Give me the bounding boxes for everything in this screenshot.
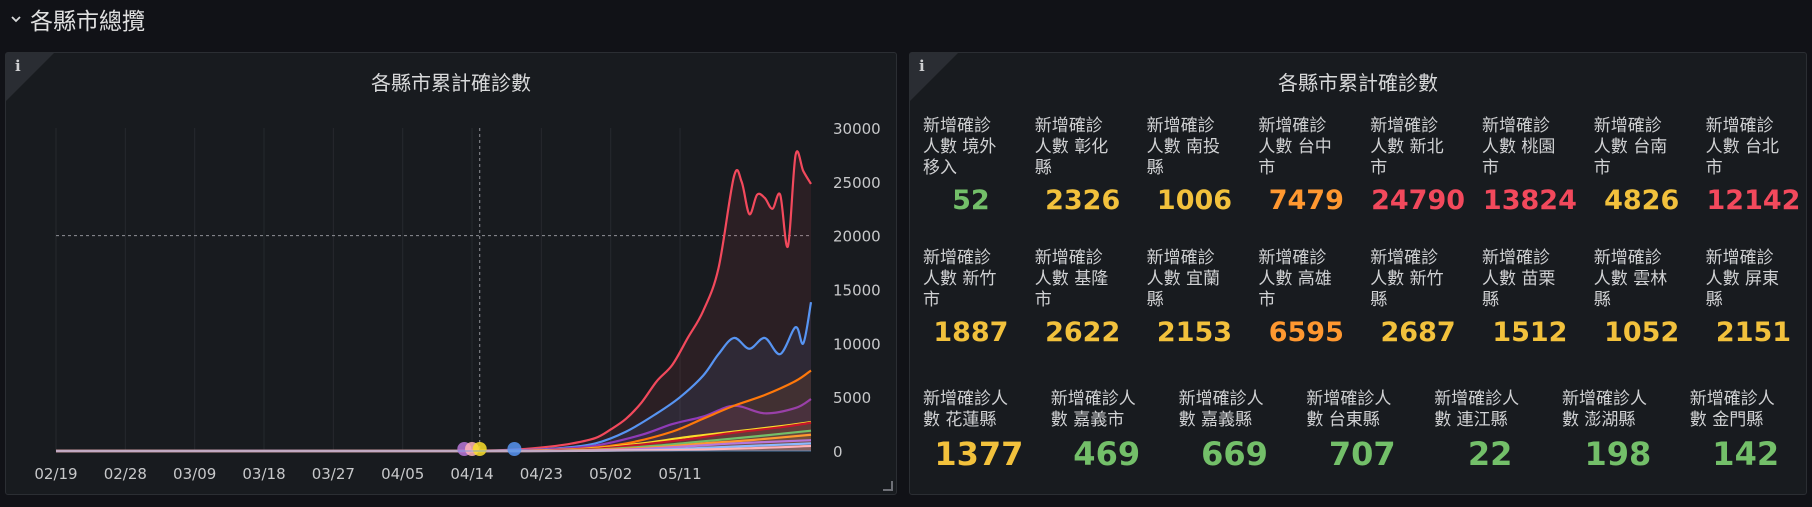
y-tick-label: 5000 <box>833 389 871 407</box>
stat-value: 142 <box>1712 435 1780 473</box>
info-corner <box>6 53 54 101</box>
y-tick-label: 10000 <box>833 335 881 353</box>
stat-label: 新增確診 人數 桃園 市 <box>1482 116 1556 178</box>
x-tick-label: 02/28 <box>104 465 147 483</box>
stat-panel[interactable]: i 各縣市累計確診數 新增確診 人數 境外 移入 52 新增確診 人數 彰化 縣 23… <box>909 52 1807 495</box>
stat-label: 新增確診 人數 彰化 縣 <box>1034 116 1109 178</box>
series-area <box>56 443 811 452</box>
stat-label: 新增確診 人數 苗栗 縣 <box>1482 248 1556 310</box>
hover-marker <box>507 442 522 456</box>
stat-label: 新增確診 人數 南投 縣 <box>1146 116 1220 178</box>
stat-value: 13824 <box>1482 185 1577 216</box>
y-tick-label: 25000 <box>833 174 881 192</box>
stat-value: 52 <box>952 185 990 216</box>
stat-value: 1006 <box>1156 185 1233 216</box>
line-chart[interactable]: 02/19 02/28 03/09 03/18 03/27 04/05 04/14 04/23… <box>6 53 896 494</box>
stat-label: 新增確診 人數 境外 移入 <box>923 116 997 178</box>
hover-marker <box>472 442 487 456</box>
row-header[interactable]: 各縣市總攬 <box>8 2 145 36</box>
stat-label: 新增確診 人數 基隆 市 <box>1034 248 1109 310</box>
stat-value: 1377 <box>934 435 1024 473</box>
row-title: 各縣市總攬 <box>30 9 145 35</box>
y-tick-label: 20000 <box>833 228 881 246</box>
x-tick-label: 03/27 <box>312 465 355 483</box>
stat-label: 新增確診人 數 花蓮縣 <box>923 389 1008 430</box>
stat-label: 新增確診 人數 宜蘭 縣 <box>1146 248 1220 310</box>
stat-label: 新增確診 人數 台北 市 <box>1705 116 1779 178</box>
resize-handle[interactable] <box>883 481 893 491</box>
x-tick-label: 02/19 <box>34 465 77 483</box>
info-icon[interactable]: i <box>15 57 21 75</box>
stat-value: 2151 <box>1715 317 1792 348</box>
y-tick-label: 30000 <box>833 120 881 138</box>
panel-title: 各縣市累計確診數 <box>371 71 531 95</box>
series-area <box>56 302 811 452</box>
x-tick-label: 03/18 <box>242 465 285 483</box>
stat-label: 新增確診人 數 澎湖縣 <box>1562 389 1647 430</box>
stat-label: 新增確診人 數 金門縣 <box>1689 389 1775 430</box>
stat-value: 707 <box>1328 435 1396 473</box>
stat-value: 1512 <box>1492 317 1568 348</box>
stat-value: 24790 <box>1371 185 1466 216</box>
stat-value: 2153 <box>1156 317 1233 348</box>
info-corner <box>910 53 958 101</box>
stat-label: 新增確診 人數 雲林 縣 <box>1593 248 1668 310</box>
stat-label: 新增確診 人數 新竹 縣 <box>1370 248 1444 310</box>
stat-value: 6595 <box>1268 317 1344 348</box>
stat-value: 22 <box>1467 435 1513 473</box>
stat-label: 新增確診人 數 嘉義市 <box>1050 389 1136 430</box>
y-tick-label: 0 <box>833 443 843 461</box>
series-area <box>56 151 811 452</box>
x-tick-label: 04/05 <box>381 465 424 483</box>
chevron-down-icon[interactable] <box>8 11 24 27</box>
stat-value: 198 <box>1584 435 1652 473</box>
stat-value: 2687 <box>1380 317 1456 348</box>
stat-label: 新增確診 人數 台南 市 <box>1593 116 1668 178</box>
stat-value: 12142 <box>1706 185 1801 216</box>
stat-value: 469 <box>1073 435 1141 473</box>
stat-value: 1887 <box>933 317 1009 348</box>
x-tick-label: 04/14 <box>450 465 493 483</box>
timeseries-panel[interactable]: i 各縣市累計確診數 02/19 02/28 03/09 03/18 03/27 04/0… <box>5 52 897 495</box>
stat-value: 7479 <box>1268 185 1344 216</box>
stat-value: 2622 <box>1045 317 1121 348</box>
stat-value: 2326 <box>1045 185 1121 216</box>
stat-label: 新增確診人 數 連江縣 <box>1434 389 1520 430</box>
stat-label: 新增確診人 數 嘉義縣 <box>1178 389 1264 430</box>
stat-label: 新增確診 人數 台中 市 <box>1258 116 1332 178</box>
series-area <box>56 440 811 452</box>
stat-label: 新增確診 人數 新竹 市 <box>923 248 997 310</box>
info-icon[interactable]: i <box>919 57 925 75</box>
x-tick-label: 03/09 <box>173 465 216 483</box>
stat-label: 新增確診 人數 新北 市 <box>1370 116 1444 178</box>
stat-label: 新增確診 人數 屏東 縣 <box>1705 248 1779 310</box>
stat-value: 4826 <box>1604 185 1680 216</box>
y-tick-label: 15000 <box>833 282 881 300</box>
stat-label: 新增確診人 數 台東縣 <box>1306 389 1392 430</box>
panel-title: 各縣市累計確診數 <box>1278 71 1438 95</box>
x-tick-label: 05/02 <box>589 465 632 483</box>
x-tick-label: 05/11 <box>658 465 701 483</box>
stat-value: 669 <box>1201 435 1268 473</box>
stat-label: 新增確診 人數 高雄 市 <box>1258 248 1332 310</box>
stat-value: 1052 <box>1604 317 1680 348</box>
x-tick-label: 04/23 <box>520 465 563 483</box>
